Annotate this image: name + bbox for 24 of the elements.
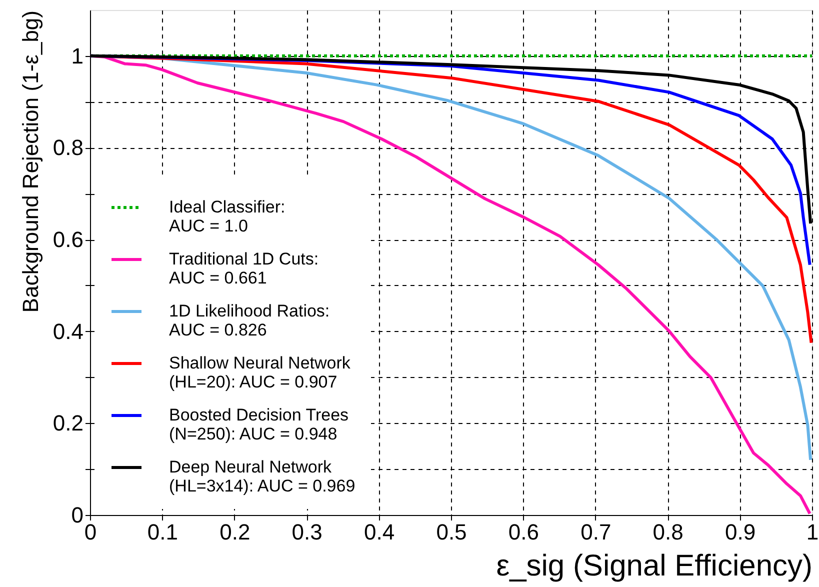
y-tick-label: 0.4 (52, 318, 84, 344)
legend-label: Deep Neural Network (HL=3x14): AUC = 0.969 (169, 458, 356, 496)
x-tick-label: 0.7 (580, 520, 612, 544)
y-tick-label: 1 (71, 43, 84, 68)
x-tick-label: 0.3 (292, 520, 322, 544)
y-tick-label: 0.2 (52, 410, 84, 436)
x-tick-label: 0.8 (652, 520, 684, 544)
legend-label: Boosted Decision Trees (N=250): AUC = 0.948 (169, 406, 349, 444)
x-tick-label: 0.6 (508, 520, 539, 544)
legend-label: Ideal Classifier: AUC = 1.0 (169, 198, 286, 236)
x-tick-label: 0.2 (220, 520, 250, 544)
x-tick-label: 0.5 (436, 520, 467, 544)
x-tick-label: 0.4 (364, 520, 395, 544)
x-tick-label: 0.1 (147, 520, 178, 544)
legend-label: Shallow Neural Network (HL=20): AUC = 0.907 (169, 354, 351, 392)
y-axis-title: Background Rejection (1-ε_bg) (18, 10, 43, 313)
legend-label: 1D Likelihood Ratios: AUC = 0.826 (169, 302, 330, 340)
y-tick-label: 0 (71, 502, 84, 528)
x-tick-label: 0.9 (725, 520, 756, 544)
y-tick-label: 0.6 (52, 227, 84, 252)
y-tick-label: 0.8 (52, 135, 84, 160)
x-tick-label: 1 (806, 520, 819, 544)
x-axis-title: ε_sig (Signal Efficiency) (496, 550, 812, 582)
legend-label: Traditional 1D Cuts: AUC = 0.661 (169, 250, 319, 288)
